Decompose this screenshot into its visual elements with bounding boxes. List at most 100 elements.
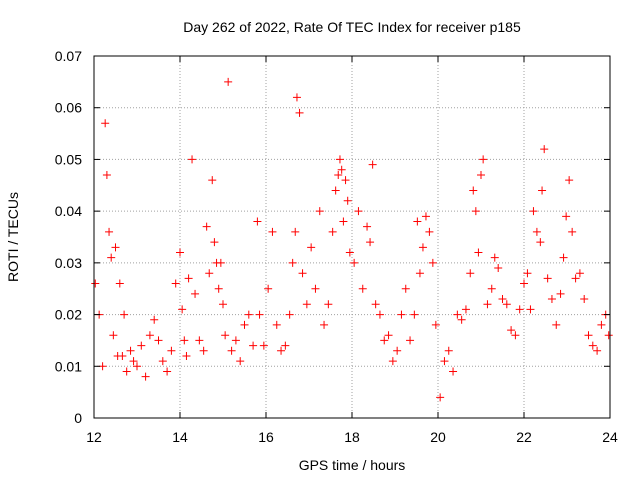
data-point (559, 253, 568, 262)
data-point (259, 341, 268, 350)
data-point (240, 320, 249, 329)
data-point (540, 145, 549, 154)
y-tick-label: 0.07 (55, 48, 82, 64)
data-point (571, 274, 580, 283)
data-point (507, 326, 516, 335)
data-point (158, 357, 167, 366)
data-point (368, 160, 377, 169)
data-point (547, 295, 556, 304)
data-point (109, 331, 118, 340)
data-point (428, 258, 437, 267)
data-point (397, 310, 406, 319)
data-point (268, 227, 277, 236)
data-point (575, 269, 584, 278)
data-point (440, 357, 449, 366)
data-point (511, 331, 520, 340)
data-point (532, 227, 541, 236)
data-point (406, 336, 415, 345)
data-point (126, 346, 135, 355)
y-tick-label: 0.06 (55, 100, 82, 116)
data-point (133, 362, 141, 371)
data-point (380, 336, 389, 345)
data-point (331, 186, 340, 195)
data-point (315, 207, 324, 216)
data-point (588, 341, 597, 350)
data-point (552, 320, 561, 329)
grid-layer (94, 56, 610, 418)
data-point (281, 341, 290, 350)
data-point (285, 310, 294, 319)
data-point (244, 310, 253, 319)
data-point (556, 289, 565, 298)
data-point (543, 274, 552, 283)
x-tick-label: 16 (258, 429, 274, 445)
data-point (91, 279, 100, 288)
y-tick-label: 0.01 (55, 358, 82, 374)
data-point (167, 346, 176, 355)
data-point (307, 243, 316, 252)
data-point (343, 196, 352, 205)
data-point (141, 372, 150, 381)
data-point (410, 310, 419, 319)
data-point (515, 305, 524, 314)
data-point (597, 320, 606, 329)
y-tick-label: 0.04 (55, 203, 82, 219)
data-point (154, 336, 163, 345)
data-point (272, 320, 281, 329)
data-point (302, 300, 311, 309)
data-point (182, 351, 191, 360)
data-point (171, 279, 180, 288)
data-point (529, 207, 538, 216)
data-point (363, 222, 372, 231)
data-point (105, 227, 114, 236)
data-point (214, 284, 223, 293)
data-point (216, 258, 225, 267)
data-point (393, 346, 402, 355)
data-points (91, 77, 613, 402)
data-point (178, 305, 187, 314)
data-point (415, 269, 424, 278)
data-point (469, 186, 478, 195)
data-point (520, 279, 528, 288)
data-point (457, 315, 466, 324)
data-point (210, 238, 219, 247)
data-point (253, 217, 262, 226)
data-point (145, 331, 154, 340)
data-point (345, 248, 354, 257)
data-point (341, 176, 350, 185)
x-axis-label: GPS time / hours (299, 457, 406, 473)
x-tick-label: 24 (602, 429, 618, 445)
data-point (498, 295, 507, 304)
data-point (562, 212, 571, 221)
data-point (453, 310, 462, 319)
x-tick-label: 18 (344, 429, 360, 445)
data-point (474, 248, 483, 257)
data-point (195, 336, 204, 345)
data-point (184, 274, 193, 283)
data-point (249, 341, 258, 350)
data-point (111, 243, 120, 252)
data-point (227, 346, 236, 355)
data-point (388, 357, 397, 366)
data-point (494, 264, 503, 273)
data-point (231, 336, 240, 345)
data-point (384, 331, 393, 340)
data-point (208, 176, 217, 185)
data-point (490, 253, 499, 262)
data-point (471, 207, 480, 216)
y-tick-label: 0.03 (55, 255, 82, 271)
y-tick-label: 0.02 (55, 307, 82, 323)
x-tick-label: 20 (430, 429, 446, 445)
data-point (461, 305, 470, 314)
data-point (436, 393, 445, 402)
data-point (334, 170, 343, 179)
data-point (320, 320, 329, 329)
data-point (107, 253, 116, 262)
x-tick-label: 22 (516, 429, 532, 445)
data-point (324, 300, 333, 309)
data-point (371, 300, 380, 309)
data-point (487, 284, 496, 293)
data-point (202, 222, 211, 231)
data-point (593, 346, 602, 355)
x-tick-labels: 12 14 16 18 20 22 24 (86, 429, 618, 445)
